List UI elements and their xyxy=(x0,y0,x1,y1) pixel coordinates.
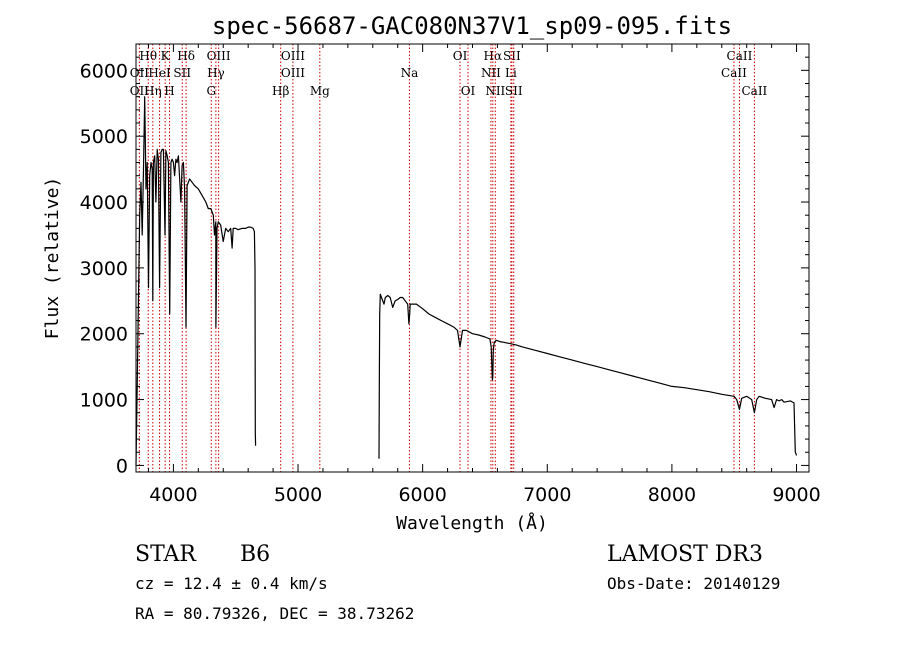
spectral-line-label-2: OII xyxy=(130,84,150,98)
x-tick-label-1: 5000 xyxy=(274,484,322,506)
y-tick-label-5: 5000 xyxy=(80,126,128,148)
coordinates-text: RA = 80.79326, DEC = 38.73262 xyxy=(135,604,414,623)
spectral-line-label-6: SII xyxy=(173,66,191,80)
spectral-line-label-24: SII xyxy=(505,84,523,98)
y-tick-label-1: 1000 xyxy=(80,390,128,412)
spectral-line-label-7: H xyxy=(164,84,174,98)
spectral-line-label-21: NII xyxy=(481,66,501,80)
spectral-line-label-18: OI xyxy=(461,84,476,98)
spectral-line-label-13: OIII xyxy=(281,66,305,80)
x-axis-ticks: 4000 5000 6000 7000 8000 9000 xyxy=(147,44,821,506)
plot-frame xyxy=(135,43,810,473)
chart-title: spec-56687-GAC080N37V1_sp09-095.fits xyxy=(212,12,732,40)
spectral-line-label-27: CaII xyxy=(741,84,767,98)
spectral-line-label-8: Hδ xyxy=(177,49,195,63)
spectral-line-label-0: Hθ xyxy=(139,49,157,63)
series-spectrum-red xyxy=(378,293,798,459)
y-tick-label-3: 3000 xyxy=(80,258,128,280)
x-tick-label-5: 9000 xyxy=(772,484,820,506)
series-spectrum-blue xyxy=(135,96,257,466)
spectral-line-label-22: Li xyxy=(505,66,517,80)
spectral-line-label-10: Hγ xyxy=(207,66,225,80)
spectral-line-label-1: OII xyxy=(130,66,150,80)
spectral-line-label-23: NII xyxy=(485,84,505,98)
spectral-line-label-5: HeI xyxy=(148,66,171,80)
y-tick-label-6: 6000 xyxy=(80,60,128,82)
spectral-line-label-17: OI xyxy=(453,49,468,63)
spectral-line-label-25: CaII xyxy=(727,49,753,63)
spectral-line-label-20: SII xyxy=(503,49,521,63)
object-class: STAR xyxy=(135,542,197,567)
spectral-line-label-16: Na xyxy=(401,66,419,80)
spectral-line-label-12: OIII xyxy=(281,49,305,63)
x-tick-label-3: 7000 xyxy=(523,484,571,506)
spectral-line-label-19: Hα xyxy=(484,49,503,63)
y-tick-label-0: 0 xyxy=(116,455,128,477)
spectral-line-label-15: Mg xyxy=(310,84,330,98)
x-axis-label: Wavelength (Å) xyxy=(396,512,548,534)
object-subclass: B6 xyxy=(240,542,270,567)
redshift-text: cz = 12.4 ± 0.4 km/s xyxy=(135,574,328,593)
obs-date: Obs-Date: 20140129 xyxy=(607,574,780,593)
y-tick-label-2: 2000 xyxy=(80,324,128,346)
spectral-line-label-9: OIII xyxy=(207,49,231,63)
x-tick-label-0: 4000 xyxy=(149,484,197,506)
y-axis-ticks: 0 1000 2000 3000 4000 5000 6000 xyxy=(80,56,809,477)
spectral-line-label-26: CaII xyxy=(721,66,747,80)
y-tick-label-4: 4000 xyxy=(80,192,128,214)
y-axis-label: Flux (relative) xyxy=(42,177,63,340)
spectral-line-label-3: Hη xyxy=(144,84,162,98)
spectral-line-label-11: G xyxy=(206,84,216,98)
spectral-line-label-14: Hβ xyxy=(272,84,289,98)
spectral-line-label-4: K xyxy=(161,49,171,63)
spectrum-series xyxy=(135,96,798,466)
x-tick-label-2: 6000 xyxy=(398,484,446,506)
x-tick-label-4: 8000 xyxy=(648,484,696,506)
survey-label: LAMOST DR3 xyxy=(607,542,763,567)
